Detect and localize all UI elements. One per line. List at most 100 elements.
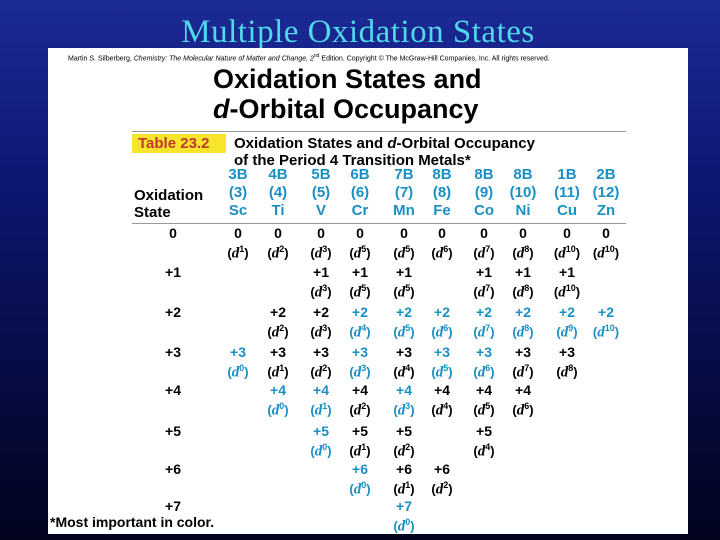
row-label: 0 bbox=[169, 225, 177, 241]
oxidation-number: 0 bbox=[274, 225, 282, 241]
column-symbol: Zn bbox=[596, 202, 616, 219]
d-orbital-occupancy: (d5) bbox=[473, 401, 495, 419]
column-symbol: Mn bbox=[393, 202, 415, 219]
d-electron-count: 0 bbox=[405, 517, 411, 527]
oxidation-number: 0 bbox=[519, 225, 527, 241]
table-top-rule bbox=[132, 131, 626, 132]
d-orbital-occupancy: (d8) bbox=[512, 244, 534, 262]
d-orbital-occupancy: (d6) bbox=[473, 363, 495, 381]
d-orbital-occupancy: (d7) bbox=[473, 244, 495, 262]
d-orbital-occupancy: (d3) bbox=[310, 283, 332, 301]
column-symbol: Sc bbox=[228, 202, 248, 219]
d-letter: d bbox=[435, 324, 444, 341]
d-electron-count: 5 bbox=[405, 323, 411, 333]
d-orbital-occupancy: (d10) bbox=[592, 323, 620, 341]
d-orbital-occupancy: (d1) bbox=[227, 244, 249, 262]
oxidation-number: +3 bbox=[559, 344, 575, 360]
d-electron-count: 5 bbox=[485, 401, 491, 411]
d-letter: d bbox=[314, 245, 323, 262]
table-cell: +1 (d10) bbox=[545, 264, 589, 300]
table-cell: +5 (d4) bbox=[462, 423, 506, 459]
d-letter: d bbox=[477, 284, 486, 301]
d-electron-count: 8 bbox=[524, 244, 530, 254]
d-orbital-occupancy: (d3) bbox=[349, 363, 371, 381]
column-group: 6B bbox=[350, 166, 370, 183]
d-letter: d bbox=[477, 364, 486, 381]
oxidation-number: +4 bbox=[515, 382, 531, 398]
d-orbital-occupancy: (d8) bbox=[512, 323, 534, 341]
d-letter: d bbox=[516, 402, 525, 419]
d-electron-count: 0 bbox=[279, 401, 285, 411]
table-title-d: d bbox=[387, 135, 397, 152]
d-orbital-occupancy: (d4) bbox=[431, 401, 453, 419]
table-cell: +2 (d5) bbox=[382, 304, 426, 340]
table-cell: +2 (d7) bbox=[462, 304, 506, 340]
d-letter: d bbox=[314, 324, 323, 341]
d-letter: d bbox=[271, 245, 280, 262]
d-orbital-occupancy: (d7) bbox=[512, 363, 534, 381]
oxidation-number: +5 bbox=[396, 423, 412, 439]
d-letter: d bbox=[558, 284, 566, 301]
d-letter: d bbox=[477, 245, 486, 262]
d-letter: d bbox=[353, 402, 362, 419]
column-symbol: Co bbox=[474, 202, 494, 219]
oxidation-number: +4 bbox=[270, 382, 286, 398]
oxidation-number: +3 bbox=[434, 344, 450, 360]
table-cell: +2 (d9) bbox=[545, 304, 589, 340]
row-label: +6 bbox=[165, 461, 181, 477]
d-orbital-occupancy: (d5) bbox=[393, 283, 415, 301]
d-letter: d bbox=[397, 402, 406, 419]
d-electron-count: 6 bbox=[524, 401, 530, 411]
oxidation-number: +2 bbox=[270, 304, 286, 320]
d-electron-count: 1 bbox=[361, 442, 367, 452]
footnote: *Most important in color. bbox=[50, 514, 215, 530]
d-letter: d bbox=[560, 324, 569, 341]
d-electron-count: 7 bbox=[524, 363, 530, 373]
table-cell: +4 (d3) bbox=[382, 382, 426, 418]
d-letter: d bbox=[353, 443, 362, 460]
oxidation-number: +3 bbox=[476, 344, 492, 360]
oxidation-number: 0 bbox=[234, 225, 242, 241]
table-cell: +1 (d3) bbox=[299, 264, 343, 300]
column-group: 3B bbox=[228, 166, 248, 183]
table-cell: +2 (d4) bbox=[338, 304, 382, 340]
table-cell: 0 (d3) bbox=[299, 225, 343, 261]
oxidation-number: +3 bbox=[230, 344, 246, 360]
d-letter: d bbox=[516, 324, 525, 341]
d-electron-count: 8 bbox=[524, 283, 530, 293]
oxidation-number: +3 bbox=[270, 344, 286, 360]
table-cell: 0 (d7) bbox=[462, 225, 506, 261]
d-orbital-occupancy: (d7) bbox=[473, 323, 495, 341]
d-letter: d bbox=[435, 481, 444, 498]
table-cell: +5 (d0) bbox=[299, 423, 343, 459]
oxidation-number: +6 bbox=[434, 461, 450, 477]
d-electron-count: 7 bbox=[485, 323, 491, 333]
oxidation-number: +2 bbox=[352, 304, 368, 320]
d-electron-count: 3 bbox=[322, 323, 328, 333]
d-orbital-occupancy: (d5) bbox=[393, 244, 415, 262]
column-header-mn: 7B (7) Mn bbox=[384, 166, 424, 220]
d-orbital-occupancy: (d1) bbox=[267, 363, 289, 381]
row-label: +5 bbox=[165, 423, 181, 439]
table-cell: 0 (d2) bbox=[256, 225, 300, 261]
d-electron-count: 6 bbox=[485, 363, 491, 373]
table-cell: 0 (d10) bbox=[545, 225, 589, 261]
oxidation-number: 0 bbox=[563, 225, 571, 241]
d-electron-count: 3 bbox=[322, 244, 328, 254]
d-letter: d bbox=[353, 245, 362, 262]
d-orbital-occupancy: (d1) bbox=[349, 442, 371, 460]
oxidation-number: +4 bbox=[352, 382, 368, 398]
d-electron-count: 0 bbox=[361, 480, 367, 490]
d-letter: d bbox=[271, 402, 280, 419]
column-group: 7B bbox=[394, 166, 414, 183]
d-electron-count: 7 bbox=[485, 283, 491, 293]
oxidation-number: +4 bbox=[396, 382, 412, 398]
d-letter: d bbox=[477, 402, 486, 419]
d-electron-count: 4 bbox=[485, 442, 491, 452]
oxidation-number: +2 bbox=[559, 304, 575, 320]
oxidation-number: +2 bbox=[598, 304, 614, 320]
d-electron-count: 3 bbox=[405, 401, 411, 411]
oxidation-number: 0 bbox=[602, 225, 610, 241]
column-group: 2B bbox=[596, 166, 616, 183]
oxidation-number: +5 bbox=[352, 423, 368, 439]
